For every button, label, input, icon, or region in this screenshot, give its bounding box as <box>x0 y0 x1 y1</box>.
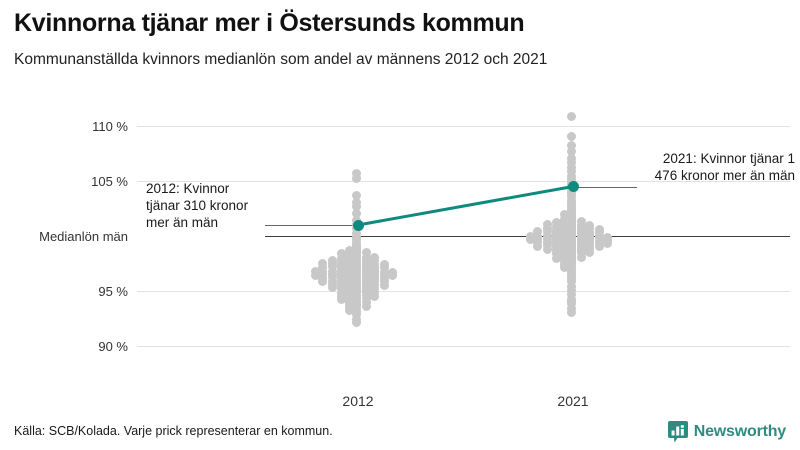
page-title: Kvinnorna tjänar mer i Östersunds kommun <box>14 9 525 37</box>
y-axis-tick-label: 90 % <box>98 339 128 354</box>
annotation-2012: 2012: Kvinnor tjänar 310 kronor mer än m… <box>146 181 249 230</box>
annotation-leader-2012 <box>265 225 358 226</box>
gridline-90 <box>137 346 790 347</box>
chart-header: Kvinnorna tjänar mer i Östersunds kommun… <box>14 8 794 70</box>
chart-footer: Källa: SCB/Kolada. Varje prick represent… <box>0 412 800 450</box>
y-axis-tick-label: 105 % <box>91 174 128 189</box>
gridline-110 <box>137 126 790 127</box>
chart-subtitle: Kommunanställda kvinnors medianlön som a… <box>14 51 548 68</box>
annotation-leader-2021 <box>573 186 637 188</box>
logo-text: Newsworthy <box>693 423 786 440</box>
bar-chart-pin-icon <box>667 421 688 443</box>
y-axis-tick-label: Medianlön män <box>39 229 128 244</box>
gridline-105 <box>137 181 790 182</box>
newsworthy-logo[interactable]: Newsworthy <box>667 421 786 443</box>
y-axis-tick-label: 95 % <box>98 284 128 299</box>
y-axis-tick-label: 110 % <box>92 119 128 134</box>
source-note: Källa: SCB/Kolada. Varje prick represent… <box>14 424 333 438</box>
x-axis-tick-label-2012: 2012 <box>342 393 374 409</box>
annotation-2021: 2021: Kvinnor tjänar 1 476 kronor mer än… <box>654 151 795 183</box>
gridline-95 <box>137 291 790 292</box>
x-axis-tick-label-2021: 2021 <box>557 393 589 409</box>
